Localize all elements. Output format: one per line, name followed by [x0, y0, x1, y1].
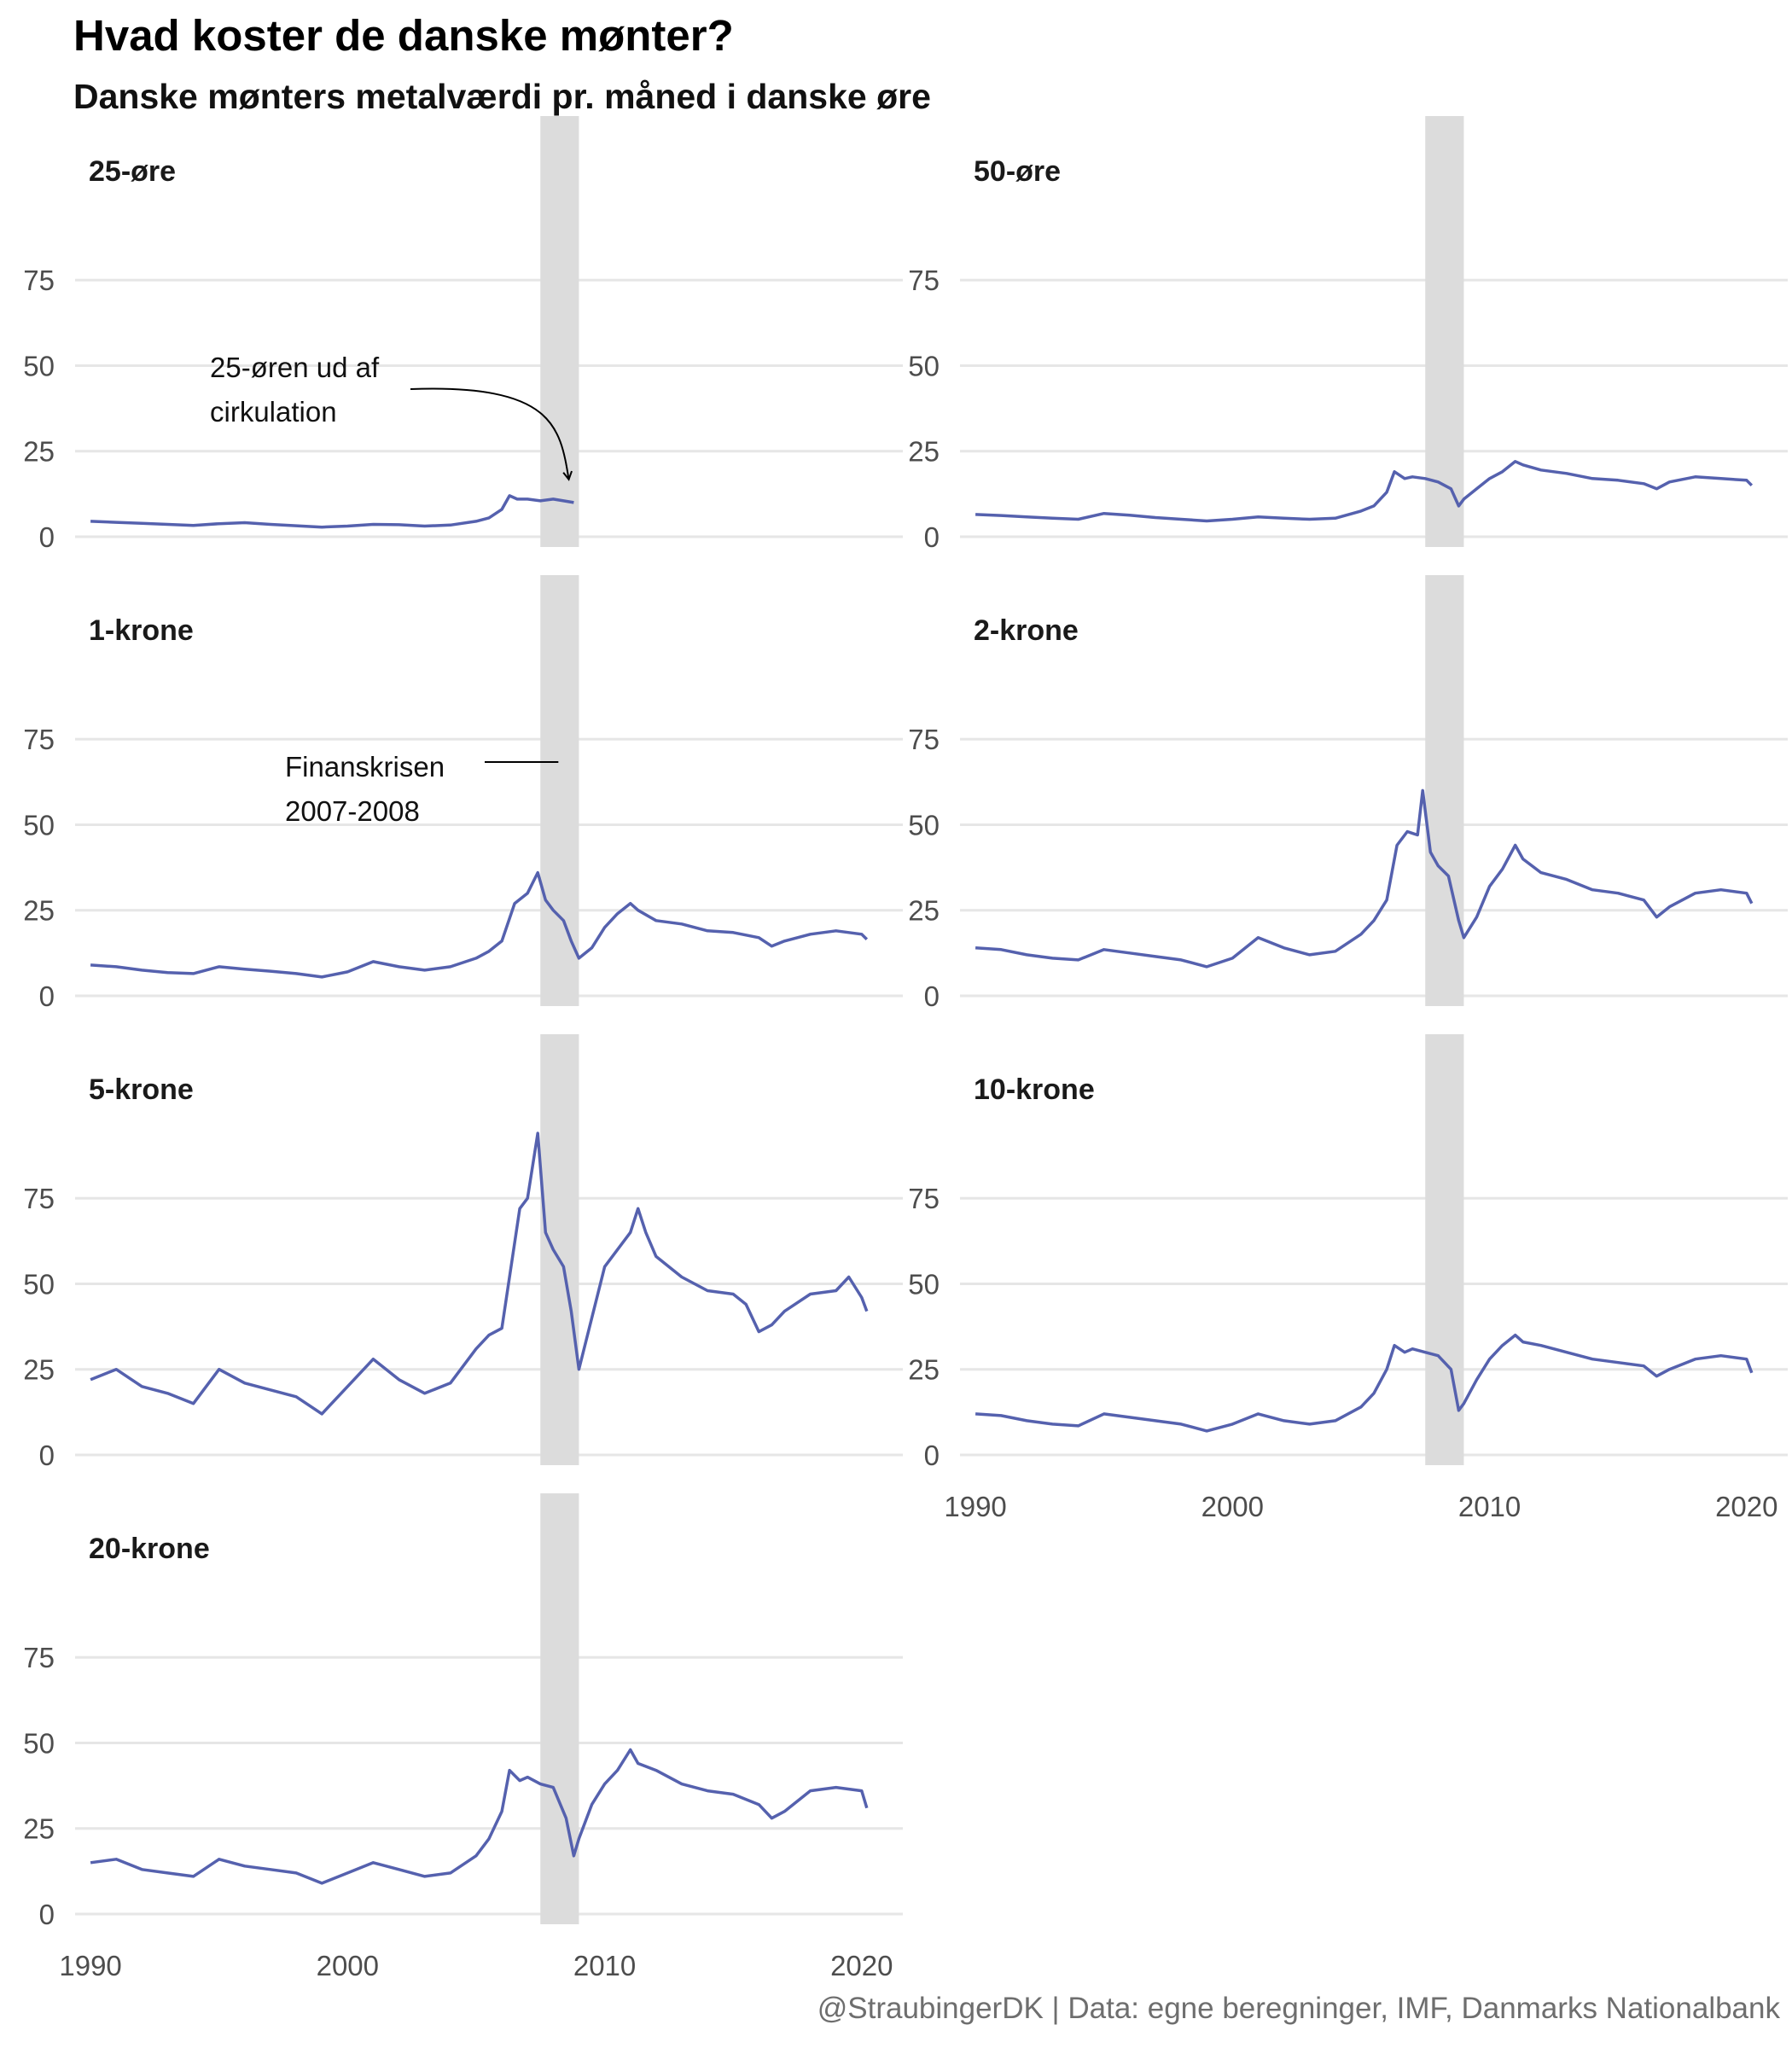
facet-title: 1-krone	[89, 614, 194, 647]
y-tick-label: 75	[23, 1183, 55, 1214]
crisis-band	[1425, 1034, 1464, 1465]
x-tick-label: 2020	[1715, 1491, 1777, 1522]
y-tick-label: 75	[23, 724, 55, 755]
y-tick-label: 25	[908, 436, 940, 468]
y-tick-label: 25	[23, 436, 55, 468]
facet-50-øre: 50-øre 0 25 50 75	[908, 116, 1788, 553]
annotation-text: Finanskrisen	[285, 751, 445, 783]
facet-5-krone: 5-krone 0 25 50 75	[23, 1034, 903, 1471]
x-tick-label: 2010	[573, 1950, 636, 1981]
chart-subtitle: Danske mønters metalværdi pr. måned i da…	[73, 77, 931, 116]
y-tick-label: 50	[908, 1268, 940, 1300]
facet-title: 5-krone	[89, 1073, 194, 1106]
facet-20-krone: 20-krone 0 25 50 75 1990 2000 2010 2020	[23, 1493, 903, 1981]
facet-1-krone: 1-krone 0 25 50 75	[23, 575, 903, 1012]
series-line	[90, 1132, 869, 1416]
y-tick-label: 0	[39, 521, 55, 553]
series-line	[90, 1748, 869, 1885]
facet-2-krone: 2-krone 0 25 50 75	[908, 575, 1788, 1012]
y-tick-label: 25	[908, 895, 940, 927]
series-line	[975, 460, 1754, 523]
facet-title: 20-krone	[89, 1533, 210, 1565]
annotation-text: cirkulation	[210, 396, 337, 428]
crisis-band	[540, 575, 579, 1006]
crisis-band	[540, 116, 579, 547]
y-tick-label: 75	[23, 265, 55, 296]
x-tick-label: 1990	[944, 1491, 1006, 1522]
y-tick-label: 75	[908, 265, 940, 296]
y-tick-label: 75	[908, 724, 940, 755]
y-tick-label: 0	[39, 1440, 55, 1471]
y-tick-label: 0	[39, 980, 55, 1012]
crisis-band	[540, 1034, 579, 1465]
annotation-text: 2007-2008	[285, 795, 420, 827]
y-tick-label: 75	[908, 1183, 940, 1214]
y-tick-label: 25	[23, 1813, 55, 1845]
y-tick-label: 0	[924, 980, 940, 1012]
y-tick-label: 25	[908, 1354, 940, 1386]
crisis-band	[540, 1493, 579, 1924]
x-tick-label: 2020	[830, 1950, 893, 1981]
series-line	[975, 788, 1754, 969]
y-tick-label: 0	[924, 521, 940, 553]
facet-title: 10-krone	[974, 1073, 1095, 1106]
y-tick-label: 50	[23, 1727, 55, 1759]
facet-25-øre: 25-øre 0 25 50 75	[23, 116, 903, 553]
facet-10-krone: 10-krone 0 25 50 75 1990 2000 2010 2020	[908, 1034, 1788, 1522]
y-tick-label: 50	[908, 350, 940, 381]
series-line	[90, 870, 869, 979]
y-tick-label: 50	[23, 809, 55, 841]
x-tick-label: 1990	[59, 1950, 121, 1981]
facet-title: 25-øre	[89, 155, 176, 188]
y-tick-label: 25	[23, 1354, 55, 1386]
chart-title: Hvad koster de danske mønter?	[73, 11, 734, 60]
y-tick-label: 25	[23, 895, 55, 927]
crisis-band	[1425, 116, 1464, 547]
series-line	[90, 494, 574, 529]
y-tick-label: 0	[39, 1899, 55, 1930]
annotation-text: 25-øren ud af	[210, 352, 380, 383]
x-tick-label: 2000	[317, 1950, 379, 1981]
series-line	[975, 1333, 1754, 1433]
y-tick-label: 50	[23, 1268, 55, 1300]
facet-title: 50-øre	[974, 155, 1061, 188]
facet-title: 2-krone	[974, 614, 1079, 647]
x-tick-label: 2010	[1458, 1491, 1521, 1522]
source-caption: @StraubingerDK | Data: egne beregninger,…	[817, 1992, 1780, 2025]
annotation-arrow	[410, 387, 568, 479]
y-tick-label: 0	[924, 1440, 940, 1471]
x-tick-label: 2000	[1201, 1491, 1264, 1522]
y-tick-label: 50	[23, 350, 55, 381]
y-tick-label: 50	[908, 809, 940, 841]
y-tick-label: 75	[23, 1642, 55, 1673]
crisis-band	[1425, 575, 1464, 1006]
